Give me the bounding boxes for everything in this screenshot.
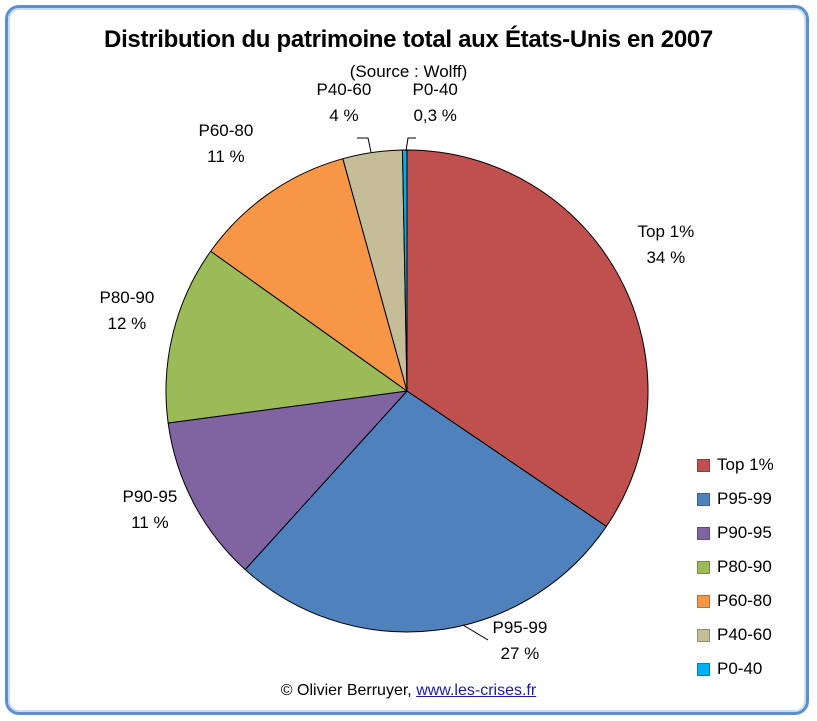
- slice-label-value: 0,3 %: [413, 106, 457, 125]
- legend-swatch: [697, 628, 710, 642]
- slice-label-value: 11 %: [207, 147, 245, 166]
- slice-label-name: P40-60: [316, 80, 372, 99]
- slice-label-value: 11 %: [131, 513, 169, 532]
- legend-item: P90-95: [697, 516, 807, 550]
- legend-swatch: [697, 526, 710, 540]
- leader-line-p40-60: [357, 137, 372, 153]
- leader-line-p0-40: [405, 137, 416, 152]
- legend-item: P60-80: [697, 584, 807, 618]
- slice-label-top-1-: Top 1% 34 %: [638, 219, 695, 271]
- legend-label: P60-80: [717, 591, 772, 610]
- chart-subtitle: (Source : Wolff): [349, 62, 468, 81]
- legend-swatch: [697, 458, 710, 472]
- leader-line-p95-99: [462, 624, 489, 641]
- footer-credit: © Olivier Berruyer,: [280, 682, 412, 699]
- pie-leader-lines: [357, 137, 489, 641]
- slice-label-name: P90-95: [122, 487, 178, 506]
- legend-label: Top 1%: [717, 455, 774, 474]
- slice-label-p90-95: P90-95 11 %: [123, 484, 178, 536]
- pie-slice-p90-95: [167, 390, 408, 571]
- slice-label-value: 27 %: [500, 644, 540, 663]
- legend-item: P0-40: [697, 652, 807, 686]
- slice-label-p60-80: P60-80 11 %: [199, 118, 254, 170]
- legend-item: P95-99: [697, 482, 807, 516]
- pie-slices: [165, 149, 649, 633]
- slice-label-name: P95-99: [492, 618, 548, 637]
- slice-label-name: P60-80: [198, 121, 254, 140]
- footer: © Olivier Berruyer, www.les-crises.fr: [0, 682, 817, 700]
- legend-label: P80-90: [717, 557, 772, 576]
- slice-label-value: 34 %: [646, 248, 686, 267]
- legend-swatch: [697, 492, 710, 506]
- legend: Top 1% P95-99 P90-95 P80-90 P60-80 P40-60 P0-4…: [697, 448, 807, 686]
- pie-slice-top-1-: [406, 149, 649, 527]
- legend-label: P90-95: [717, 523, 772, 542]
- slice-label-value: 4 %: [329, 106, 359, 125]
- slice-label-name: P0-40: [412, 80, 458, 99]
- slice-label-p0-40: P0-40 0,3 %: [413, 77, 458, 129]
- footer-link[interactable]: www.les-crises.fr: [416, 682, 537, 699]
- legend-label: P0-40: [717, 659, 763, 678]
- legend-label: P95-99: [717, 489, 772, 508]
- slice-label-value: 12 %: [107, 314, 147, 333]
- legend-swatch: [697, 560, 710, 574]
- legend-label: P40-60: [717, 625, 772, 644]
- pie-slice-p60-80: [210, 158, 408, 392]
- slice-label-p40-60: P40-60 4 %: [317, 77, 372, 129]
- chart-title: Distribution du patrimoine total aux Éta…: [104, 26, 713, 53]
- legend-item: P40-60: [697, 618, 807, 652]
- pie-slice-p95-99: [244, 390, 607, 633]
- pie-slice-p80-90: [165, 250, 408, 424]
- legend-item: Top 1%: [697, 448, 807, 482]
- slice-label-name: Top 1%: [637, 222, 695, 241]
- slice-label-p95-99: P95-99 27 %: [493, 615, 548, 667]
- slice-label-p80-90: P80-90 12 %: [100, 285, 155, 337]
- pie-slice-p0-40: [401, 149, 408, 392]
- legend-swatch: [697, 662, 710, 676]
- legend-swatch: [697, 594, 710, 608]
- slice-label-name: P80-90: [99, 288, 155, 307]
- legend-item: P80-90: [697, 550, 807, 584]
